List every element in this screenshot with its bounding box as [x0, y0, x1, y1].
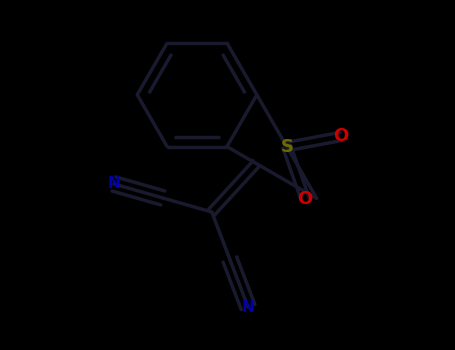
- Text: N: N: [108, 176, 121, 191]
- Text: O: O: [334, 127, 349, 146]
- Text: S: S: [280, 138, 293, 156]
- Text: N: N: [242, 300, 254, 315]
- Text: O: O: [298, 190, 313, 208]
